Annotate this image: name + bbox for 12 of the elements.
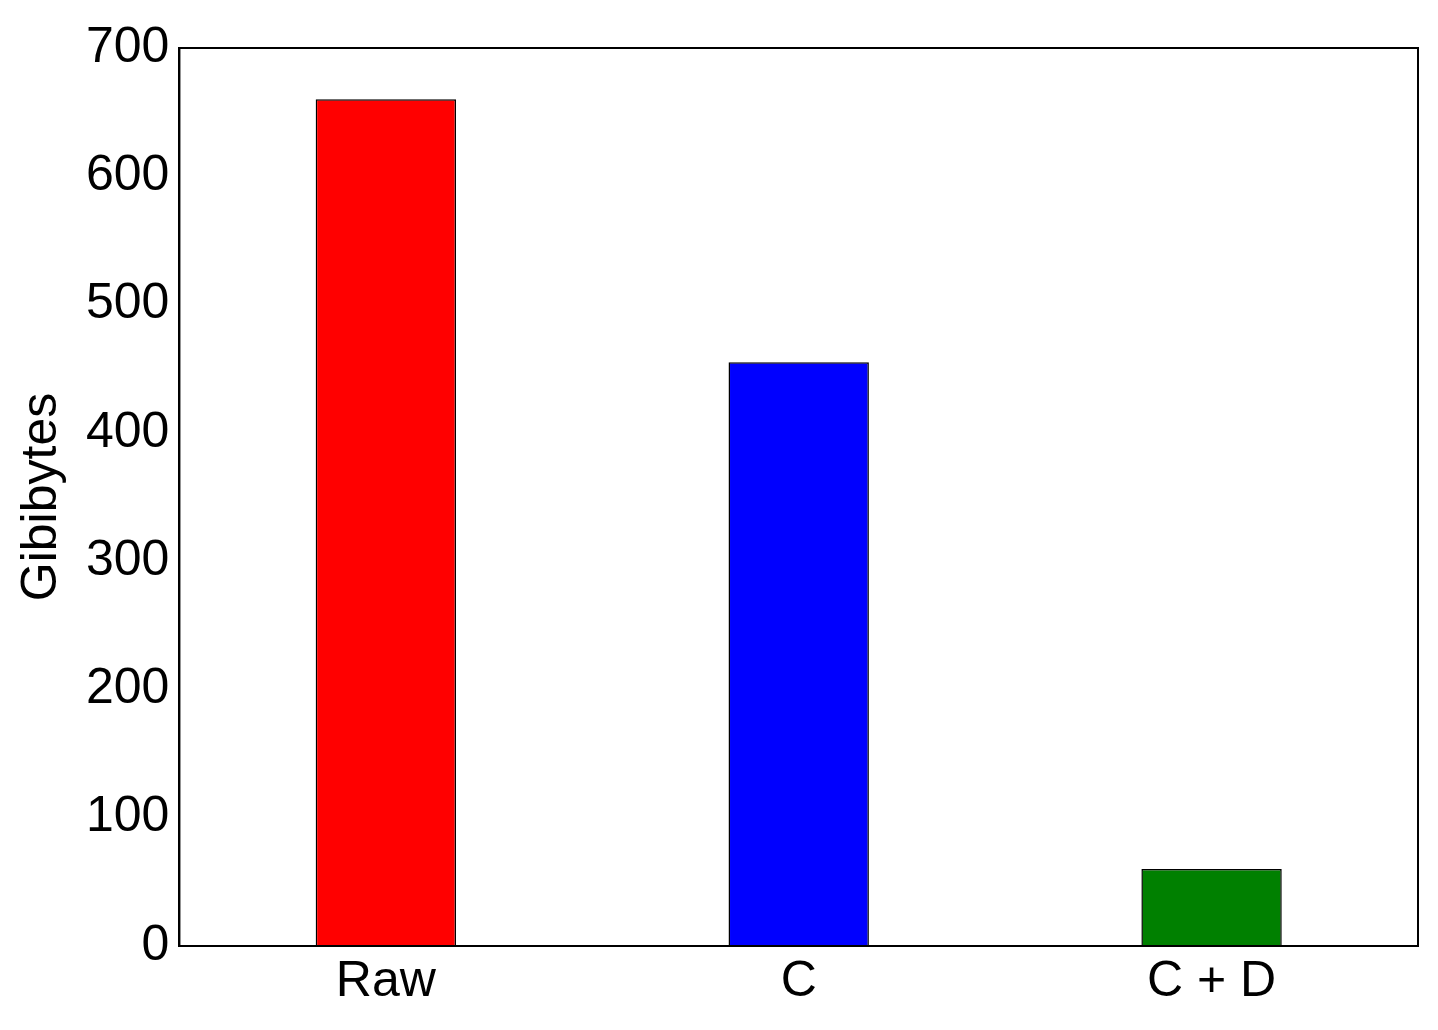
y-tick-label: 700 [85, 16, 170, 73]
x-tick-label: C [780, 950, 817, 1007]
y-axis-title: Gibibytes [10, 392, 67, 602]
y-tick-label: 400 [85, 401, 170, 458]
y-tick-label: 300 [85, 529, 170, 586]
x-tick-label: Raw [335, 950, 437, 1007]
y-tick-label: 500 [85, 273, 170, 330]
x-tick-label: C + D [1146, 950, 1277, 1007]
y-tick-label: 0 [141, 914, 170, 971]
y-tick-label: 200 [85, 658, 170, 715]
y-tick-label: 100 [85, 786, 170, 843]
y-tick-label: 600 [85, 145, 170, 202]
